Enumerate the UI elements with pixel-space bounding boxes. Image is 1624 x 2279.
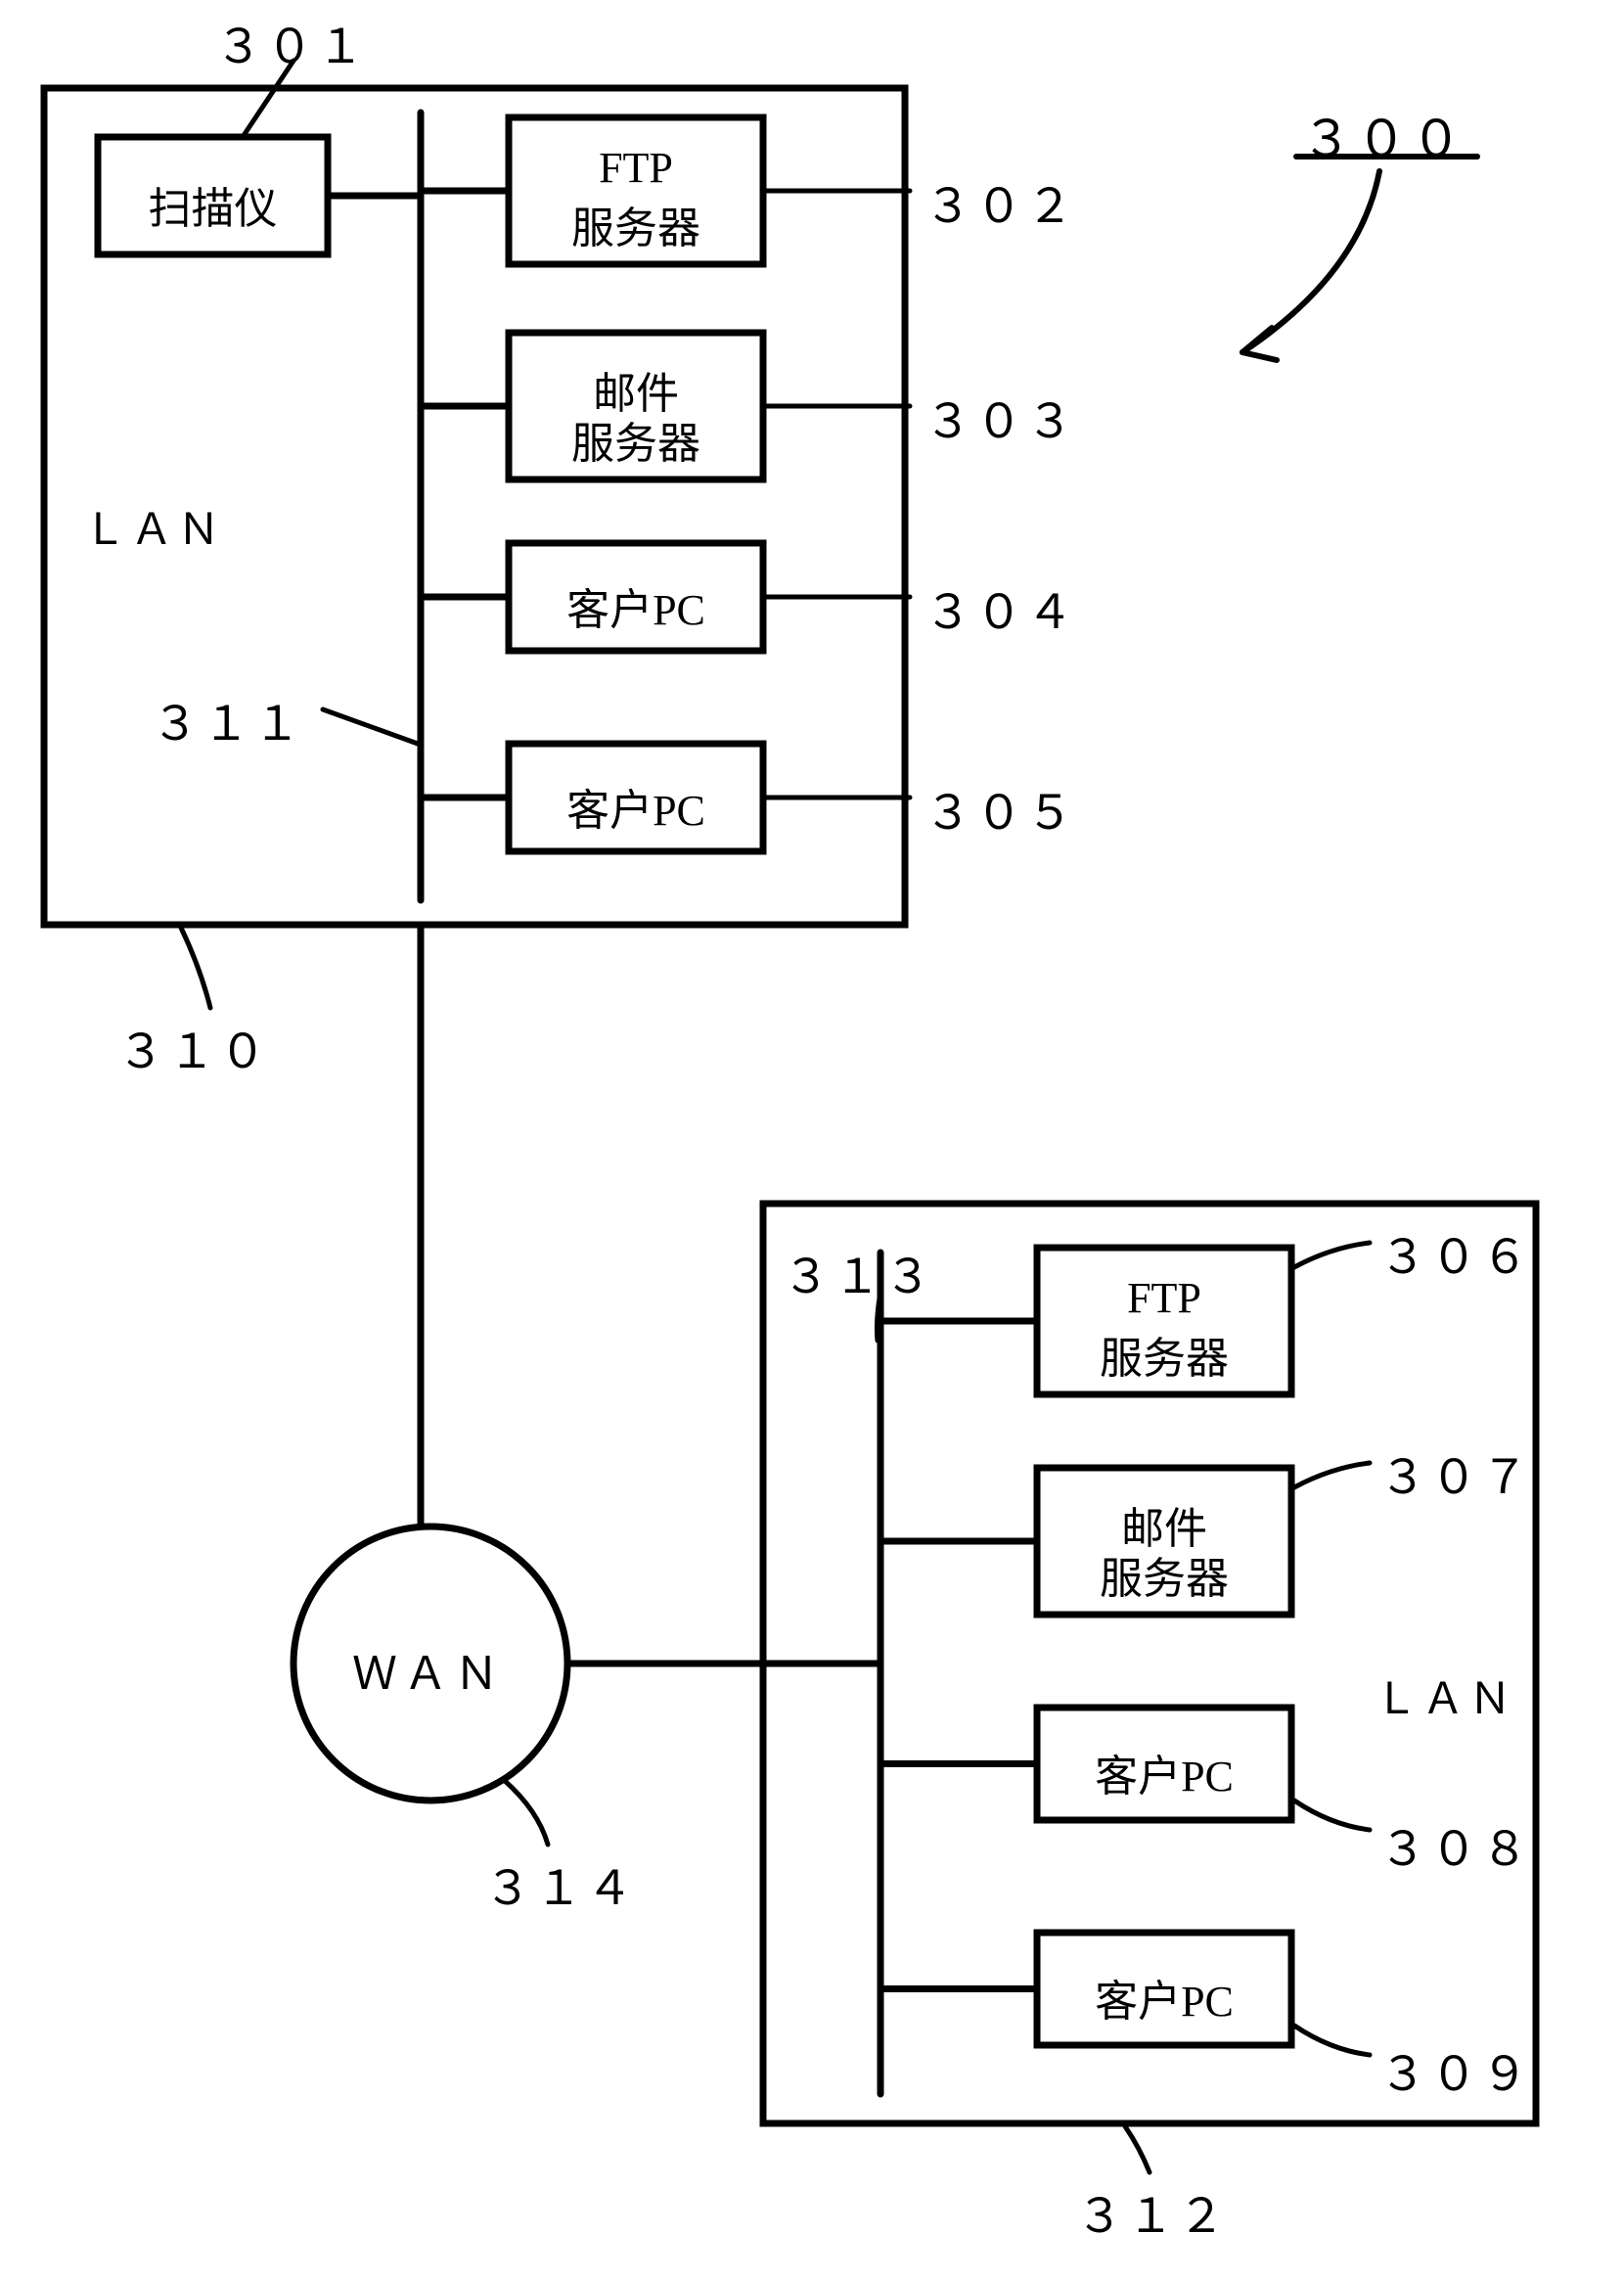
ref-label: ３０５ — [925, 774, 1077, 843]
ref-label: ３０６ — [1379, 1218, 1532, 1287]
ref-301: ３０１ — [215, 8, 368, 76]
ref-label: ３０４ — [925, 573, 1077, 642]
node-ftp2-line1: 服务器 — [1037, 1323, 1291, 1386]
ref-300: ３００ — [1301, 98, 1466, 171]
node-pc1a-line0: 客户PC — [509, 574, 763, 637]
ref-310: ３１０ — [117, 1013, 270, 1081]
ref-314: ３１４ — [484, 1849, 637, 1918]
ref-label: ３０３ — [925, 383, 1077, 451]
ref-313: ３１３ — [783, 1238, 935, 1306]
lan2-label: ＬＡＮ — [1375, 1664, 1515, 1726]
ref-311: ３１１ — [152, 685, 304, 753]
node-ftp2-line0: FTP — [1037, 1273, 1291, 1323]
node-mail2-line1: 服务器 — [1037, 1543, 1291, 1606]
node-scanner-line0: 扫描仪 — [98, 173, 328, 236]
lan1-label: ＬＡＮ — [83, 494, 224, 557]
wan-label: ＷＡＮ — [352, 1638, 505, 1703]
node-pc2a-line0: 客户PC — [1037, 1741, 1291, 1803]
node-mail1-line1: 服务器 — [509, 408, 763, 471]
ref-label: ３０７ — [1379, 1438, 1532, 1507]
node-pc1b-line0: 客户PC — [509, 775, 763, 838]
ref-label: ３０９ — [1379, 2035, 1532, 2104]
node-ftp1-line0: FTP — [509, 143, 763, 193]
ref-312: ３１２ — [1076, 2177, 1229, 2246]
node-ftp1-line1: 服务器 — [509, 193, 763, 255]
ref-label: ３０８ — [1379, 1810, 1532, 1879]
ref-label: ３０２ — [925, 167, 1077, 236]
node-pc2b-line0: 客户PC — [1037, 1966, 1291, 2028]
